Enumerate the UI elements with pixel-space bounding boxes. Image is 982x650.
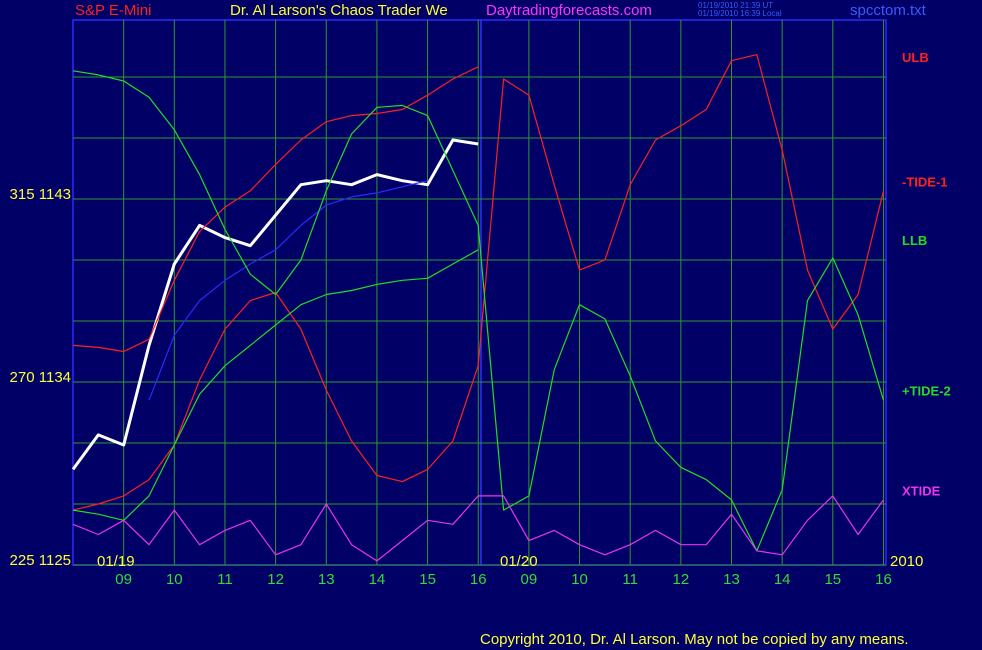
legend-label: +TIDE-2 [902,384,951,399]
series-line [72,70,885,552]
x-tick-label: 15 [824,571,841,588]
x-tick-label: 11 [217,571,233,588]
date-label: 2010 [890,553,923,570]
x-tick-label: 11 [622,571,638,588]
timestamp: 01/19/2010 16:39 Local [698,9,782,18]
grid [73,20,886,566]
x-tick-label: 16 [470,571,487,588]
file-name: spcctom.txt [850,2,927,19]
legend-label: ULB [902,50,929,65]
x-tick-label: 16 [875,571,892,588]
symbol: S&P E-Mini [75,2,151,19]
chart-title: Dr. Al Larson's Chaos Trader We [230,2,448,19]
series-line [72,66,479,353]
x-tick-label: 12 [673,571,690,588]
y-tick-label: 225 1125 [10,552,71,569]
site-name: Daytradingforecasts.com [486,2,652,19]
x-tick-label: 13 [723,571,740,588]
x-tick-label: 14 [369,571,386,588]
timestamp: 01/19/2010 21:39 UT [698,1,773,10]
copyright: Copyright 2010, Dr. Al Larson. May not b… [480,631,909,648]
y-tick-label: 315 1143 [10,186,71,203]
y-tick-label: 270 1134 [10,369,71,386]
date-label: 01/19 [97,553,135,570]
x-tick-label: 10 [571,571,588,588]
series-line [148,180,428,401]
series-line [72,495,884,562]
legend-label: XTIDE [902,483,941,498]
series-line [71,138,479,471]
x-tick-label: 15 [419,571,436,588]
series-group [71,54,885,562]
x-tick-label: 12 [267,571,284,588]
x-tick-label: 13 [318,571,335,588]
series-line [72,54,885,511]
legend-label: -TIDE-1 [902,174,948,189]
date-label: 01/20 [500,553,538,570]
series-line [72,249,479,521]
x-tick-label: 09 [115,571,132,588]
legend-label: LLB [902,233,927,248]
x-tick-label: 14 [774,571,791,588]
x-tick-label: 10 [166,571,183,588]
x-tick-label: 09 [521,571,538,588]
